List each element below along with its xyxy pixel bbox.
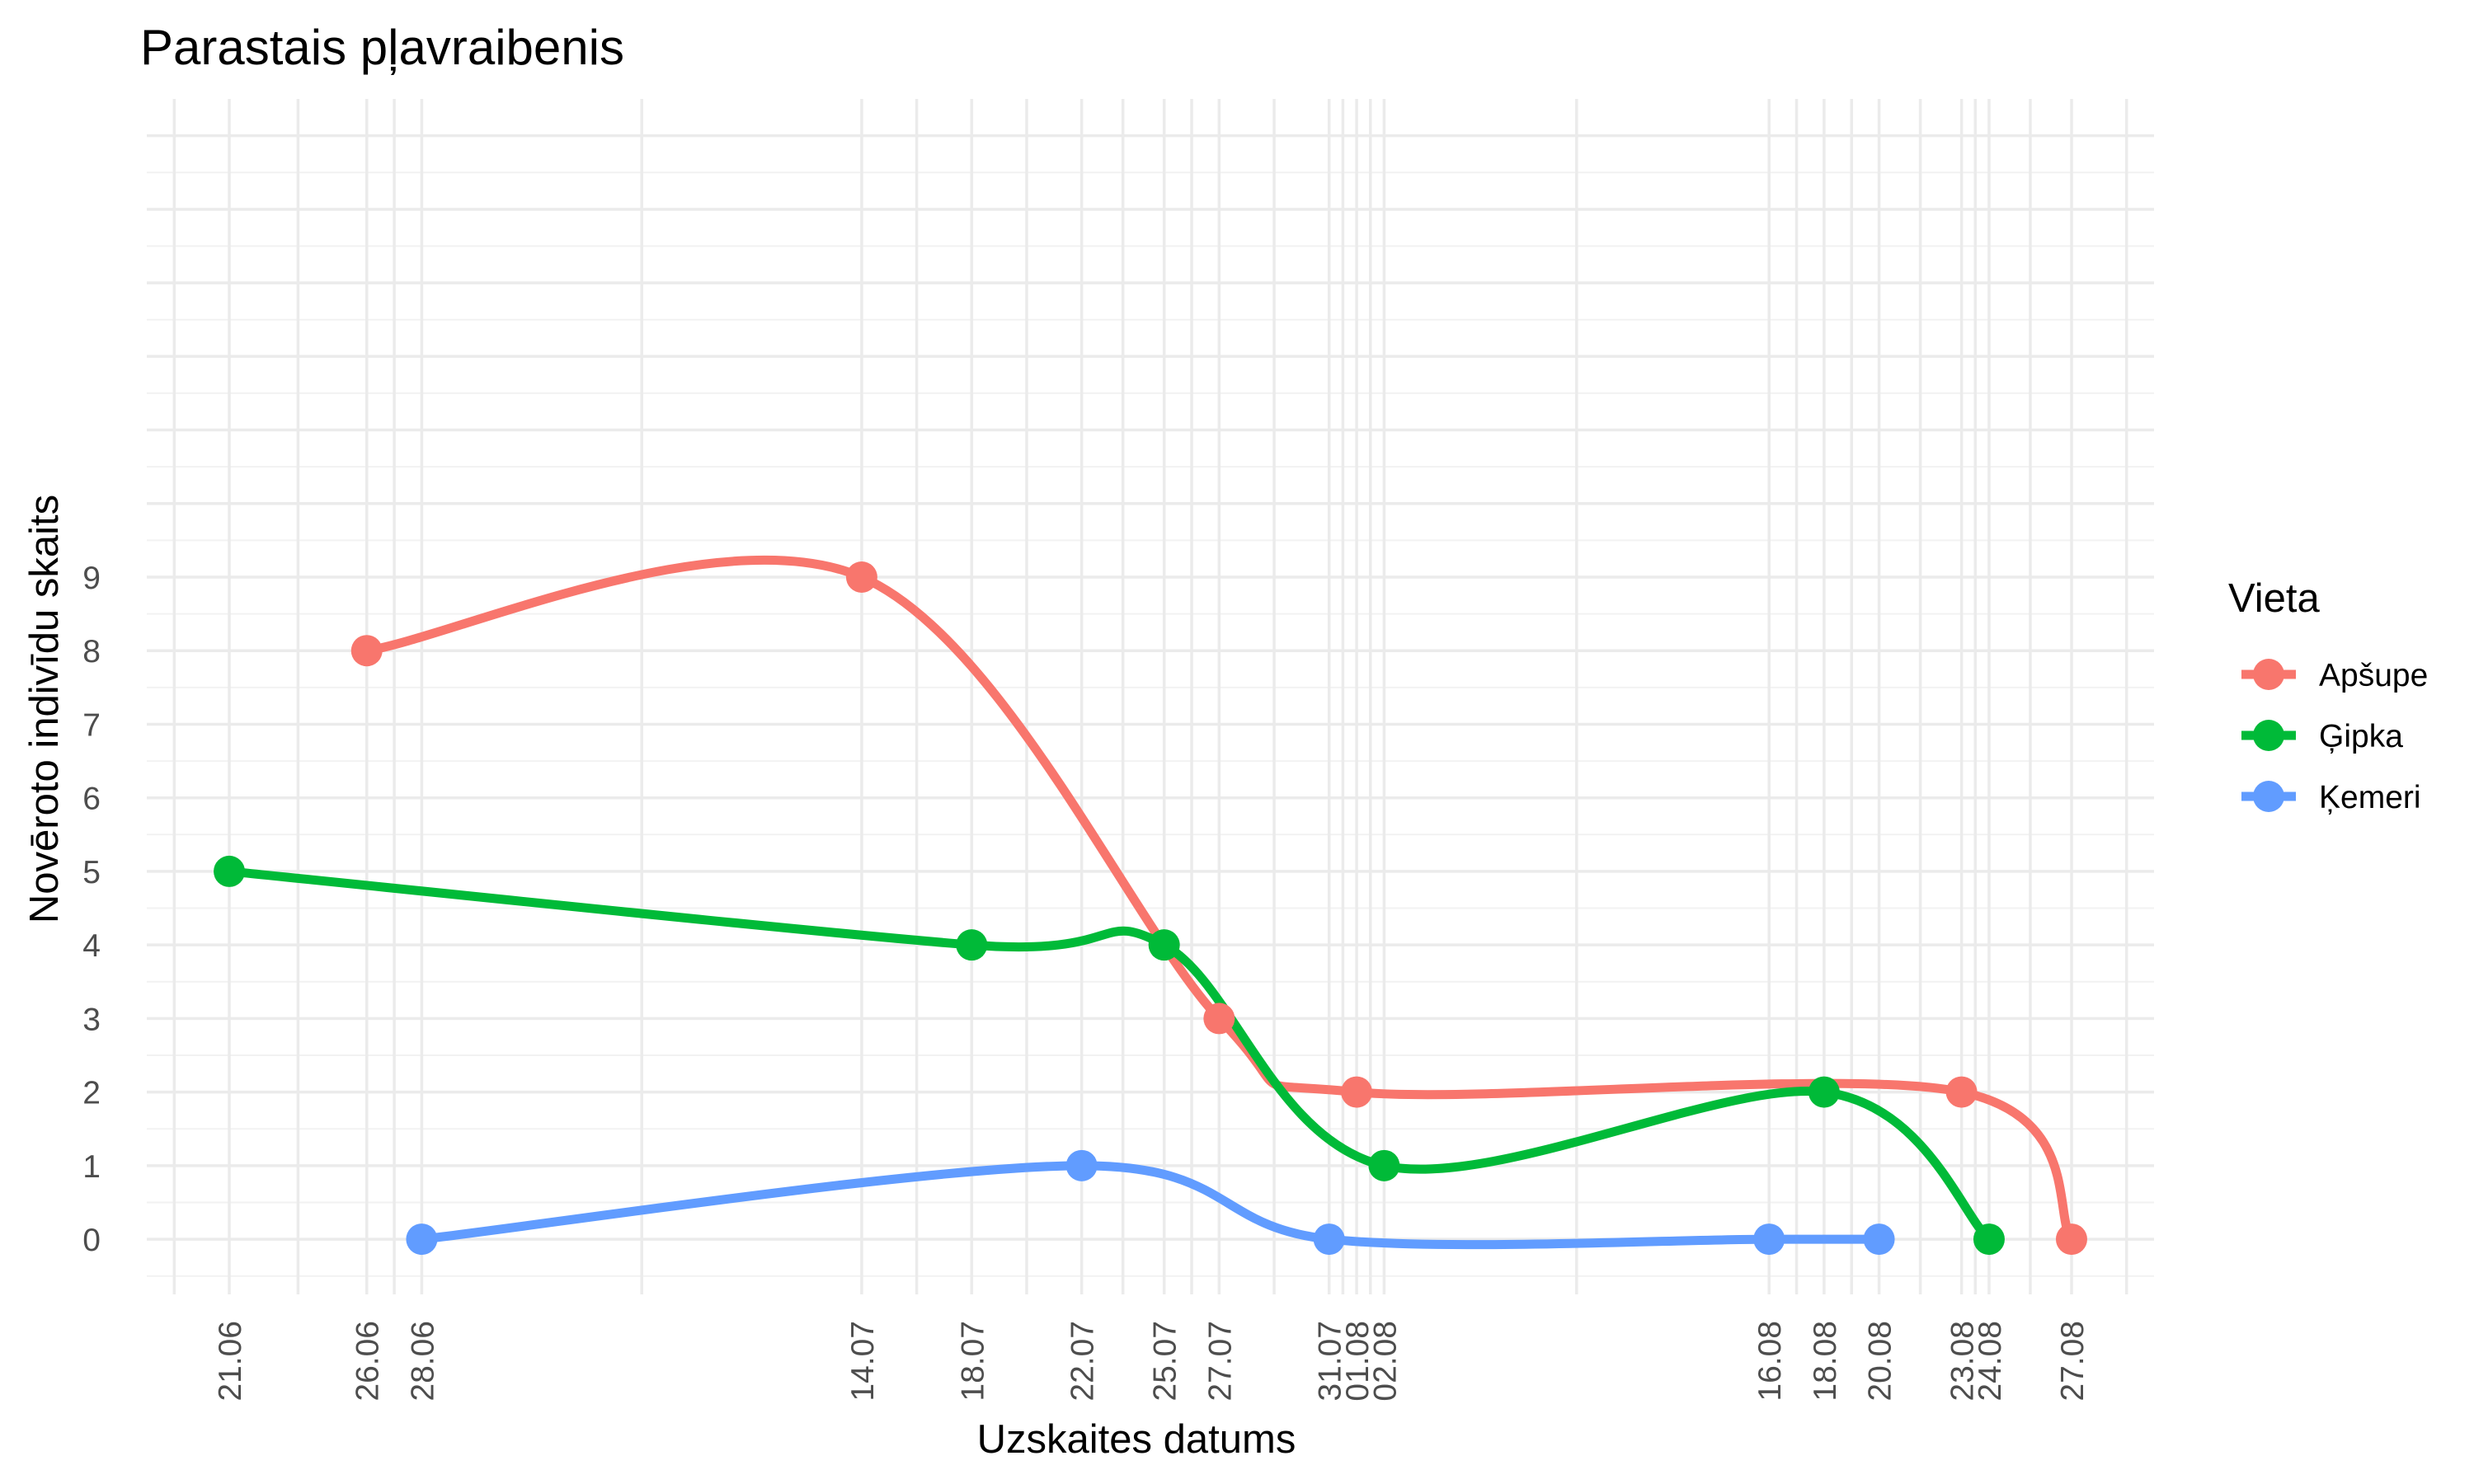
data-point xyxy=(2055,1223,2087,1256)
x-tick-label: 18.08 xyxy=(1808,1321,1843,1402)
y-tick-label: 7 xyxy=(82,707,101,743)
data-points xyxy=(214,561,2087,1256)
legend-title: Vieta xyxy=(2228,576,2321,621)
y-axis-title: Novēroto indivīdu skaits xyxy=(22,495,67,923)
y-tick-label: 6 xyxy=(82,782,101,817)
data-point xyxy=(214,855,246,887)
data-point xyxy=(1945,1076,1978,1108)
x-tick-label: 14.07 xyxy=(845,1321,881,1402)
data-point xyxy=(1368,1149,1400,1181)
x-tick-label: 26.06 xyxy=(350,1321,386,1402)
data-point xyxy=(1313,1223,1345,1256)
y-axis-ticks: 0 1 2 3 4 5 6 7 8 9 xyxy=(82,561,101,1258)
y-tick-label: 8 xyxy=(82,634,101,669)
chart-title: Parastais pļavraibenis xyxy=(140,20,624,75)
x-tick-label: 24.08 xyxy=(1973,1321,2008,1402)
data-point xyxy=(1753,1223,1785,1256)
x-tick-label: 25.07 xyxy=(1148,1321,1183,1402)
data-point xyxy=(1203,1003,1235,1035)
data-point xyxy=(1148,929,1180,961)
data-point xyxy=(1065,1149,1098,1181)
y-tick-label: 2 xyxy=(82,1076,101,1111)
y-tick-label: 3 xyxy=(82,1002,101,1037)
data-point xyxy=(1341,1076,1373,1108)
x-tick-label: 31.07 xyxy=(1313,1321,1348,1402)
data-point xyxy=(845,561,877,593)
legend: Vieta Apšupe Ģipka Ķemeri xyxy=(2228,576,2428,815)
legend-label: Apšupe xyxy=(2319,658,2428,693)
y-tick-label: 4 xyxy=(82,928,101,964)
data-point xyxy=(1973,1223,2005,1256)
data-point xyxy=(956,929,988,961)
data-point xyxy=(406,1223,438,1256)
x-tick-label: 21.06 xyxy=(213,1321,248,1402)
legend-label: Ķemeri xyxy=(2319,780,2421,815)
x-tick-label: 28.06 xyxy=(405,1321,440,1402)
grid xyxy=(147,99,2154,1294)
data-point xyxy=(1863,1223,1895,1256)
x-tick-label: 20.08 xyxy=(1863,1321,1898,1402)
x-tick-label: 23.08 xyxy=(1945,1321,1981,1402)
x-tick-label: 27.08 xyxy=(2055,1321,2091,1402)
y-tick-label: 0 xyxy=(82,1223,101,1258)
legend-key-marker xyxy=(2253,659,2284,690)
legend-key-marker xyxy=(2253,720,2284,751)
x-tick-label: 02.08 xyxy=(1367,1321,1403,1402)
data-point xyxy=(350,635,383,667)
legend-key-marker xyxy=(2253,781,2284,812)
x-tick-label: 16.08 xyxy=(1752,1321,1788,1402)
x-tick-label: 01.08 xyxy=(1340,1321,1376,1402)
x-axis-ticks: 21.06 26.06 28.06 14.07 18.07 22.07 25.07 27.07… xyxy=(213,1321,2091,1402)
x-axis-title: Uzskaites datums xyxy=(977,1417,1296,1462)
legend-label: Ģipka xyxy=(2319,719,2403,754)
y-tick-label: 1 xyxy=(82,1149,101,1185)
x-tick-label: 27.07 xyxy=(1202,1321,1238,1402)
x-tick-label: 18.07 xyxy=(955,1321,990,1402)
data-point xyxy=(1808,1076,1840,1108)
x-tick-label: 22.07 xyxy=(1065,1321,1101,1402)
y-tick-label: 9 xyxy=(82,561,101,596)
y-tick-label: 5 xyxy=(82,855,101,890)
